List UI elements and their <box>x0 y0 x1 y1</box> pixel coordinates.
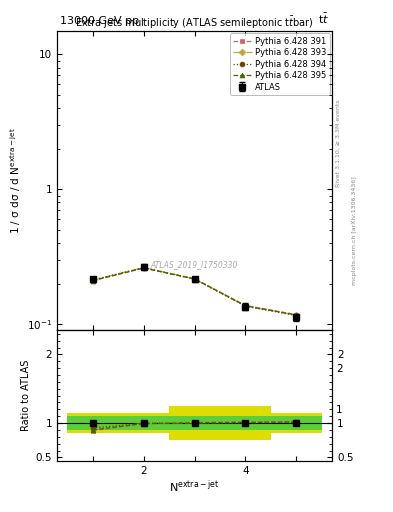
Pythia 6.428 395 <box>141 265 146 271</box>
Y-axis label: 1 / σ dσ / d N$^{\mathrm{extra-jet}}$: 1 / σ dσ / d N$^{\mathrm{extra-jet}}$ <box>8 127 22 234</box>
Text: 2: 2 <box>336 364 343 374</box>
Title: Extra jets multiplicity (ATLAS semileptonic t$\bar{t}$bar): Extra jets multiplicity (ATLAS semilepto… <box>75 14 314 31</box>
Pythia 6.428 395 <box>192 276 197 282</box>
Text: 1: 1 <box>336 404 343 415</box>
Line: Pythia 6.428 393: Pythia 6.428 393 <box>90 265 299 317</box>
Pythia 6.428 391 <box>243 303 248 309</box>
X-axis label: N$^{\mathrm{extra-jet}}$: N$^{\mathrm{extra-jet}}$ <box>169 478 220 495</box>
Pythia 6.428 394 <box>141 265 146 271</box>
Pythia 6.428 393 <box>90 277 95 283</box>
Line: Pythia 6.428 394: Pythia 6.428 394 <box>90 265 299 318</box>
Pythia 6.428 394 <box>243 303 248 309</box>
Line: Pythia 6.428 395: Pythia 6.428 395 <box>90 266 299 317</box>
Pythia 6.428 391 <box>141 265 146 271</box>
Pythia 6.428 394 <box>294 312 299 318</box>
Text: ATLAS_2019_I1750330: ATLAS_2019_I1750330 <box>151 260 238 269</box>
Pythia 6.428 395 <box>294 312 299 318</box>
Text: 13000 GeV pp: 13000 GeV pp <box>60 16 139 26</box>
Pythia 6.428 394 <box>90 277 95 283</box>
Pythia 6.428 394 <box>192 276 197 282</box>
Y-axis label: Ratio to ATLAS: Ratio to ATLAS <box>22 360 31 431</box>
Pythia 6.428 395 <box>90 278 95 284</box>
Pythia 6.428 391 <box>90 278 95 284</box>
Pythia 6.428 391 <box>192 275 197 282</box>
Text: mcplots.cern.ch [arXiv:1306.3436]: mcplots.cern.ch [arXiv:1306.3436] <box>352 176 357 285</box>
Text: t$\bar{t}$: t$\bar{t}$ <box>318 12 329 26</box>
Pythia 6.428 393 <box>141 264 146 270</box>
Pythia 6.428 391 <box>294 311 299 317</box>
Pythia 6.428 393 <box>243 303 248 309</box>
Text: Rivet 3.1.10, ≥ 3.3M events: Rivet 3.1.10, ≥ 3.3M events <box>336 99 341 187</box>
Pythia 6.428 393 <box>192 276 197 282</box>
Line: Pythia 6.428 391: Pythia 6.428 391 <box>90 265 299 317</box>
Legend: Pythia 6.428 391, Pythia 6.428 393, Pythia 6.428 394, Pythia 6.428 395, ATLAS: Pythia 6.428 391, Pythia 6.428 393, Pyth… <box>230 33 330 95</box>
Pythia 6.428 393 <box>294 312 299 318</box>
Pythia 6.428 395 <box>243 303 248 309</box>
